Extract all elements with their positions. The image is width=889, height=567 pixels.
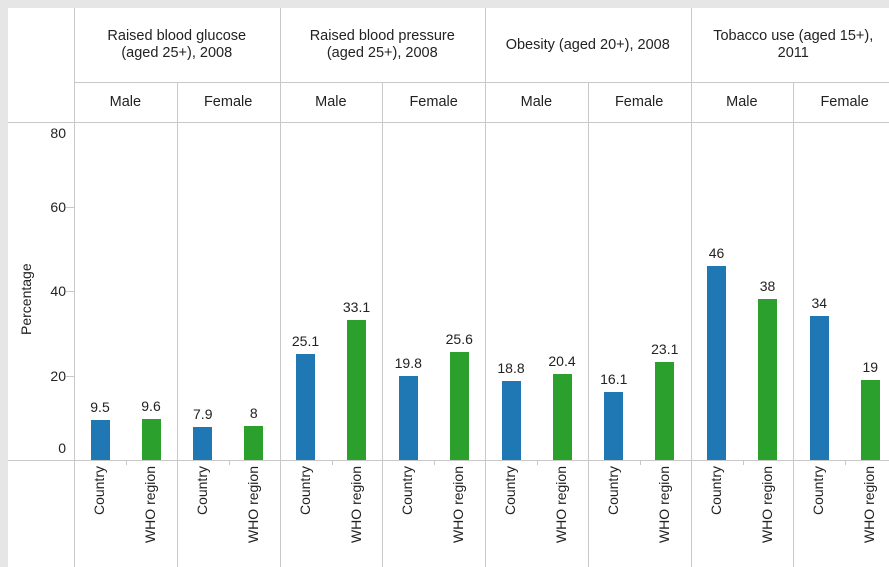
- value-label: 9.6: [141, 398, 161, 415]
- y-tick-label: 20: [50, 367, 66, 384]
- x-tick-label: WHO region: [450, 466, 467, 544]
- value-label: 25.1: [291, 332, 320, 349]
- x-tick-label: Country: [193, 466, 210, 516]
- y-tick: [66, 291, 74, 292]
- y-tick: [66, 460, 74, 461]
- bar: [398, 376, 418, 460]
- bar: [449, 351, 469, 460]
- value-label: 25.6: [445, 330, 473, 347]
- y-tick-label: 60: [50, 198, 66, 215]
- x-tick-label: Country: [604, 466, 621, 516]
- x-tick-label: WHO region: [553, 466, 569, 544]
- panel-divider: [690, 8, 692, 567]
- value-label: 23.1: [651, 341, 679, 358]
- x-tick-label: WHO region: [758, 466, 775, 544]
- header-divider: [8, 122, 889, 123]
- x-tick-label: WHO region: [142, 466, 158, 544]
- subpanel-divider: [587, 82, 589, 567]
- y-axis-title: Percentage: [18, 263, 34, 335]
- bar: [655, 362, 675, 460]
- panel-title: Obesity (aged 20+), 2008: [505, 36, 670, 53]
- value-label: 19: [862, 358, 879, 375]
- panel-divider: [485, 8, 486, 567]
- subpanel-title: Female: [820, 93, 869, 110]
- x-tick: [331, 460, 333, 465]
- panel-title: Tobacco use (aged 15+), 2011: [713, 28, 874, 61]
- y-tick-label: 40: [50, 283, 66, 299]
- value-label: 20.4: [548, 352, 576, 369]
- x-tick: [845, 460, 847, 465]
- x-tick-label: Country: [399, 466, 416, 516]
- y-tick-label: 0: [58, 440, 66, 456]
- bar: [501, 380, 521, 460]
- x-tick-label: WHO region: [244, 466, 261, 544]
- value-label: 19.8: [394, 355, 422, 372]
- axis-line: [74, 8, 75, 567]
- subpanel-title: Male: [109, 93, 142, 110]
- value-label: 16.1: [600, 370, 628, 387]
- bar: [552, 373, 572, 460]
- axis-line: [8, 460, 889, 461]
- x-tick-label: Country: [502, 466, 518, 516]
- x-tick: [742, 460, 744, 465]
- x-tick: [434, 460, 436, 465]
- value-label: 46: [708, 244, 725, 261]
- subpanel-title: Male: [726, 93, 758, 110]
- x-tick-label: Country: [707, 466, 724, 516]
- value-label: 38: [759, 278, 776, 295]
- subpanel-divider: [176, 82, 178, 567]
- x-tick: [126, 460, 127, 465]
- bar: [809, 316, 829, 460]
- value-label: 34: [811, 295, 828, 312]
- bar: [296, 353, 315, 460]
- subpanel-title: Female: [614, 93, 664, 110]
- y-tick-label: 80: [50, 125, 66, 141]
- bar: [604, 391, 624, 460]
- bar: [758, 299, 777, 460]
- subpanel-divider: [382, 82, 384, 567]
- x-tick-label: Country: [810, 466, 827, 516]
- bar: [193, 426, 213, 460]
- y-tick: [66, 206, 74, 208]
- x-tick-label: WHO region: [347, 466, 364, 544]
- x-tick: [537, 460, 538, 465]
- header-divider: [74, 82, 889, 83]
- subpanel-title: Female: [203, 93, 253, 110]
- x-tick-label: Country: [296, 466, 313, 516]
- subpanel-title: Male: [315, 93, 347, 110]
- bar: [244, 426, 264, 460]
- value-label: 33.1: [342, 299, 371, 316]
- y-tick: [66, 122, 74, 123]
- value-label: 8: [249, 405, 258, 422]
- bar: [707, 265, 726, 460]
- x-tick: [228, 460, 230, 465]
- subpanel-title: Male: [520, 93, 553, 110]
- subpanel-divider: [793, 82, 795, 567]
- panel-divider: [279, 8, 281, 567]
- x-tick: [639, 460, 641, 465]
- subpanel-title: Female: [409, 93, 458, 110]
- bar: [860, 379, 880, 460]
- value-label: 9.5: [90, 398, 110, 415]
- x-tick-label: Country: [91, 466, 107, 516]
- value-label: 18.8: [497, 359, 525, 376]
- panel-title: Raised blood glucose (aged 25+), 2008: [107, 28, 247, 61]
- bar: [90, 419, 110, 460]
- x-tick-label: WHO region: [861, 466, 878, 544]
- panel-title: Raised blood pressure (aged 25+), 2008: [309, 28, 455, 61]
- x-tick-label: WHO region: [655, 466, 672, 544]
- bar: [347, 320, 366, 460]
- chart-panel: [8, 8, 889, 567]
- value-label: 7.9: [193, 405, 213, 422]
- bar: [141, 419, 161, 460]
- y-tick: [66, 375, 74, 377]
